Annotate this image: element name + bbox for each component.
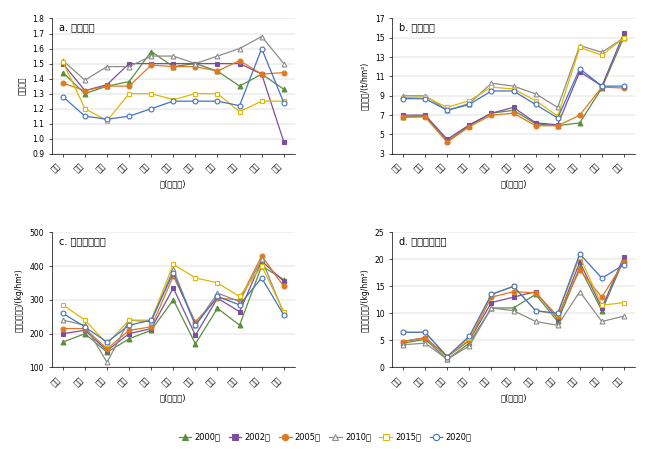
X-axis label: 省(直辖市): 省(直辖市)	[500, 394, 526, 403]
Y-axis label: 化肥使用强度/(kg/hm²): 化肥使用强度/(kg/hm²)	[15, 268, 24, 332]
Legend: 2000年, 2002年, 2005年, 2010年, 2015年, 2020年: 2000年, 2002年, 2005年, 2010年, 2015年, 2020年	[176, 429, 474, 445]
Text: c. 化肥使用强度: c. 化肥使用强度	[59, 236, 106, 246]
Y-axis label: 农药使用强度/(kg/hm²): 农药使用强度/(kg/hm²)	[360, 268, 369, 332]
X-axis label: 省(直辖市): 省(直辖市)	[500, 180, 526, 189]
Y-axis label: 产出强度/(t/hm²): 产出强度/(t/hm²)	[360, 62, 369, 110]
X-axis label: 省(直辖市): 省(直辖市)	[160, 180, 187, 189]
X-axis label: 省(直辖市): 省(直辖市)	[160, 394, 187, 403]
Y-axis label: 复种指数: 复种指数	[18, 77, 27, 95]
Text: b. 产出密度: b. 产出密度	[399, 22, 435, 33]
Text: d. 农药使用强度: d. 农药使用强度	[399, 236, 447, 246]
Text: a. 复种指数: a. 复种指数	[59, 22, 95, 33]
